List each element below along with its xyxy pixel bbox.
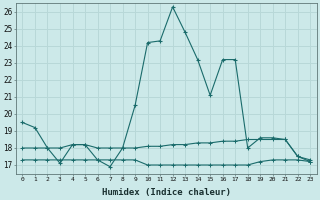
X-axis label: Humidex (Indice chaleur): Humidex (Indice chaleur)	[102, 188, 231, 197]
